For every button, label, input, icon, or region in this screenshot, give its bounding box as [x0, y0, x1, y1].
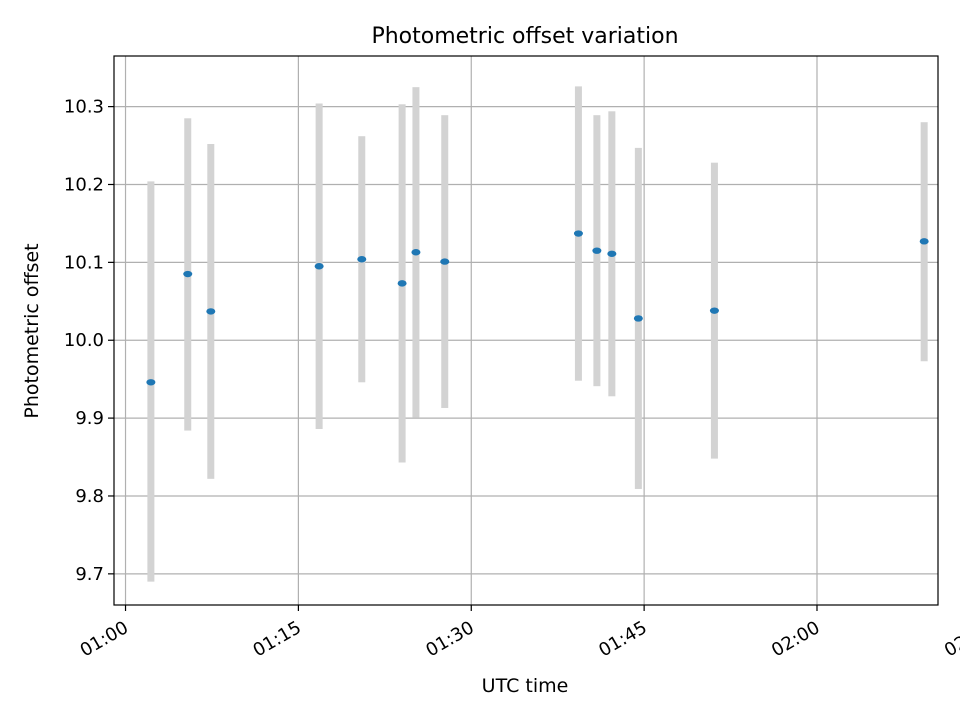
data-point: [357, 256, 367, 263]
data-point: [397, 280, 407, 287]
chart-title: Photometric offset variation: [371, 24, 678, 49]
plot-frame: [113, 55, 939, 606]
data-point: [146, 379, 156, 386]
data-point: [411, 249, 421, 256]
grid-lines: [114, 56, 938, 605]
y-tick-label: 9.7: [75, 564, 104, 585]
data-point: [183, 270, 193, 278]
data-point: [440, 258, 450, 265]
data-point: [919, 238, 929, 245]
data-point: [607, 250, 617, 257]
data-points: [146, 230, 929, 386]
plot-background: [114, 56, 938, 605]
data-point: [573, 230, 583, 237]
data-point: [314, 263, 324, 270]
x-axis-label: UTC time: [482, 675, 569, 697]
y-tick-label: 9.8: [75, 486, 104, 507]
y-axis-label: Photometric offset: [21, 243, 43, 418]
y-axis: 9.7 9.8 9.9 10.0 10.1 10.2 10.3: [64, 97, 114, 585]
y-tick-label: 9.9: [75, 408, 104, 429]
data-point: [206, 308, 216, 315]
plot-area: [113, 55, 939, 606]
data-point: [633, 315, 643, 322]
y-tick-label: 10.1: [64, 252, 104, 273]
y-tick-label: 10.2: [64, 174, 104, 195]
data-point: [592, 247, 602, 254]
y-tick-label: 10.0: [64, 330, 104, 351]
data-point: [709, 307, 719, 314]
y-tick-label: 10.3: [64, 97, 104, 118]
